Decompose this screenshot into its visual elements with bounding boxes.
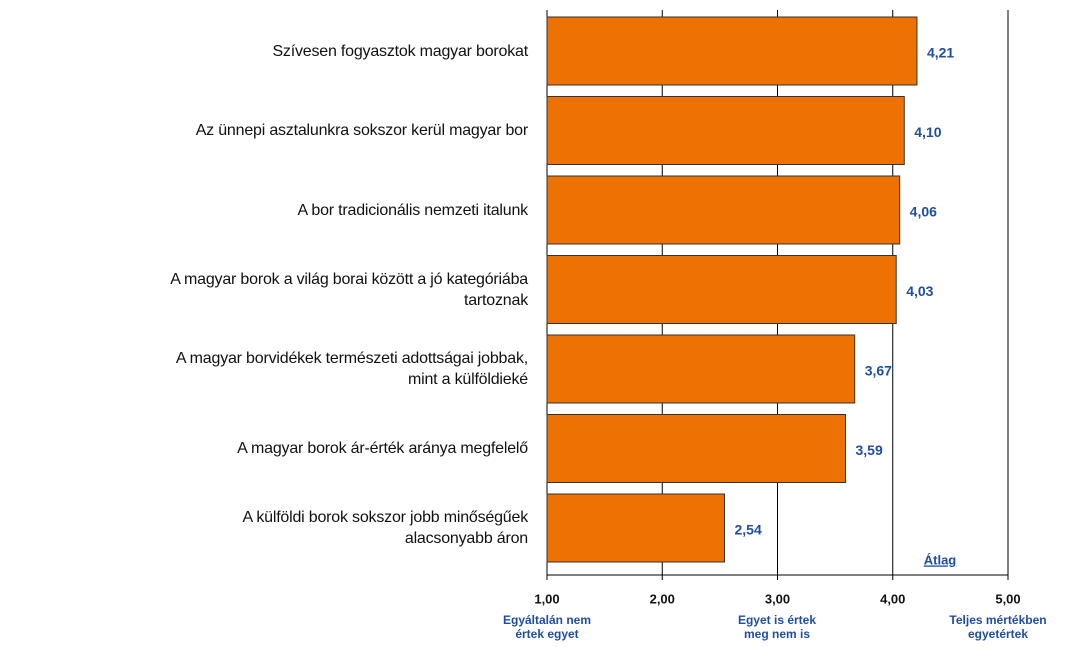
value-label: 2,54 xyxy=(734,522,761,538)
bar xyxy=(546,255,897,324)
category-label: Szívesen fogyasztok magyar borokat xyxy=(272,42,528,60)
category-label: A külföldi borok sokszor jobb minőségűek… xyxy=(242,509,529,547)
scale-label: Teljes mértékben egyetértek xyxy=(949,613,1047,641)
value-label: 3,67 xyxy=(865,363,892,379)
bar xyxy=(546,493,725,563)
bar xyxy=(546,175,901,245)
x-tick-label: 4,00 xyxy=(880,591,905,606)
value-label: 3,59 xyxy=(855,442,882,458)
value-label: 4,21 xyxy=(927,45,954,61)
scale-label: Egyáltalán nem értek egyet xyxy=(502,613,592,641)
value-label: 4,06 xyxy=(910,204,937,220)
value-label: 4,03 xyxy=(906,283,933,299)
x-tick-label: 2,00 xyxy=(650,591,675,606)
category-label: Az ünnepi asztalunkra sokszor kerül magy… xyxy=(195,122,528,139)
bar xyxy=(546,414,846,483)
bar xyxy=(546,16,918,86)
category-label: A bor tradicionális nemzeti italunk xyxy=(297,201,529,219)
x-tick-label: 5,00 xyxy=(995,591,1020,606)
scale-label: Egyet is értek meg nem is xyxy=(737,613,817,641)
bar xyxy=(546,96,905,165)
x-tick-label: 1,00 xyxy=(534,591,559,606)
value-label: 4,10 xyxy=(914,124,941,140)
category-label: A magyar borok ár-érték aránya megfelelő xyxy=(237,440,528,457)
category-label: A magyar borok a világ borai között a jó… xyxy=(170,270,528,309)
annotation: Átlag xyxy=(924,552,957,567)
bar xyxy=(546,334,856,404)
x-tick-label: 3,00 xyxy=(765,591,790,606)
category-label: A magyar borvidékek természeti adottsága… xyxy=(175,350,528,388)
